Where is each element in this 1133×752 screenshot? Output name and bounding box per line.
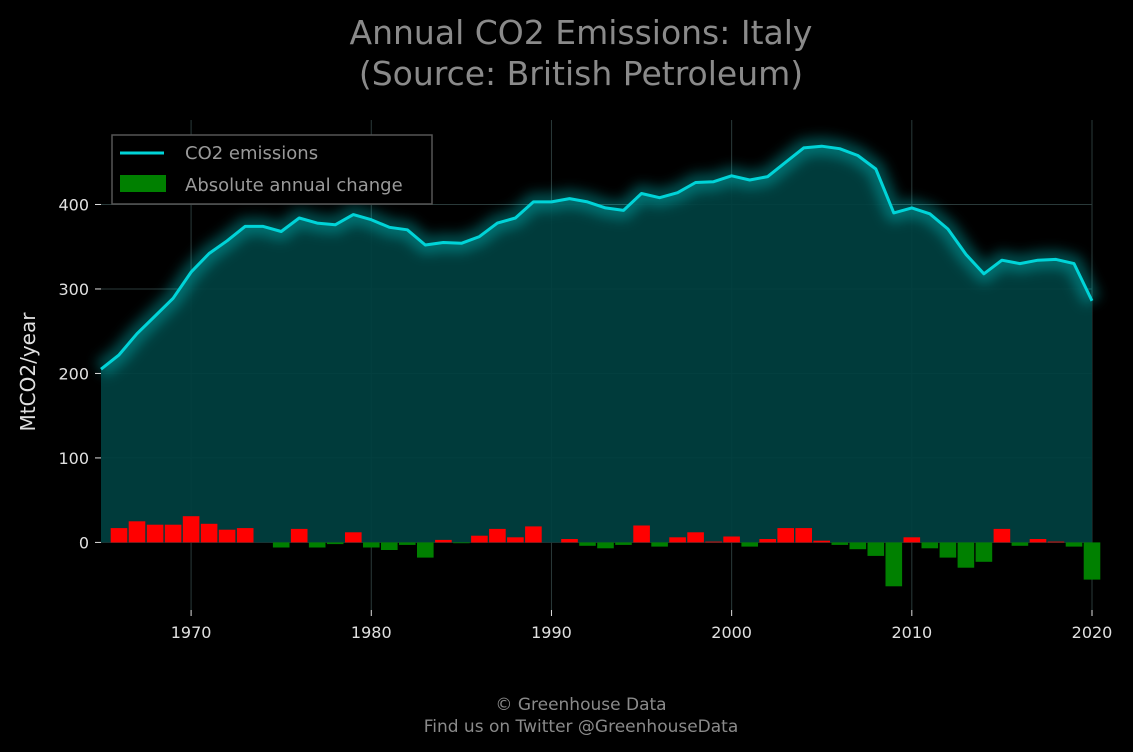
bar-1987 xyxy=(489,528,506,543)
legend-box xyxy=(111,134,433,205)
emissions-area xyxy=(101,146,1092,543)
bar-1970 xyxy=(182,516,200,543)
bar-2010 xyxy=(903,537,921,543)
footer: © Greenhouse Data Find us on Twitter @Gr… xyxy=(424,695,739,737)
bar-1986 xyxy=(471,535,488,543)
legend-label-co2-emissions: CO2 emissions xyxy=(185,143,318,164)
footer-twitter: Find us on Twitter @GreenhouseData xyxy=(424,717,739,737)
x-axis-ticks: 1970 1980 1990 2000 2010 2020 xyxy=(171,610,1113,642)
bar-1971 xyxy=(200,523,218,543)
bar-1977 xyxy=(308,542,326,548)
bar-1993 xyxy=(597,542,614,549)
bar-1975 xyxy=(272,542,290,548)
bar-2006 xyxy=(831,542,849,545)
y-tick-label-400: 400 xyxy=(58,195,89,214)
footer-copyright: © Greenhouse Data xyxy=(495,695,666,715)
legend-label-annual-change: Absolute annual change xyxy=(185,175,403,196)
x-tick-label-2010: 2010 xyxy=(891,623,932,642)
bar-1996 xyxy=(651,542,668,547)
bar-2009 xyxy=(885,542,903,587)
chart-title: Annual CO2 Emissions: Italy (Source: Bri… xyxy=(350,13,813,93)
emissions-line-group xyxy=(95,137,1101,377)
chart-title-line-1: Annual CO2 Emissions: Italy xyxy=(350,13,813,52)
bar-2003 xyxy=(777,528,794,543)
bar-1995 xyxy=(633,525,650,543)
x-tick-label-2000: 2000 xyxy=(711,623,752,642)
bar-1994 xyxy=(615,542,632,545)
x-tick-label-1990: 1990 xyxy=(531,623,572,642)
y-tick-label-100: 100 xyxy=(58,449,89,468)
bar-1997 xyxy=(669,537,686,543)
bar-2004 xyxy=(795,528,812,543)
emissions-line xyxy=(100,144,1094,371)
y-tick-label-200: 200 xyxy=(58,364,89,383)
bar-1973 xyxy=(236,528,254,543)
bar-1989 xyxy=(525,526,542,543)
bar-2018 xyxy=(1047,541,1065,543)
y-tick-label-0: 0 xyxy=(79,533,89,552)
emissions-area-fill xyxy=(101,146,1092,543)
bar-2016 xyxy=(1011,542,1029,546)
bar-2012 xyxy=(939,542,957,558)
x-tick-label-1980: 1980 xyxy=(351,623,392,642)
bar-2020 xyxy=(1083,542,1101,580)
bar-1976 xyxy=(290,528,308,543)
bar-2001 xyxy=(741,542,758,547)
bar-1978 xyxy=(326,542,344,545)
bar-1985 xyxy=(453,542,470,544)
bar-2013 xyxy=(957,542,975,568)
bar-1988 xyxy=(507,537,524,543)
bar-1972 xyxy=(218,529,236,543)
legend: CO2 emissions Absolute annual change xyxy=(111,134,433,205)
bar-1991 xyxy=(561,539,578,543)
bar-1992 xyxy=(579,542,596,546)
legend-swatch-annual-change xyxy=(120,175,166,192)
bar-2008 xyxy=(867,542,885,556)
bar-1981 xyxy=(381,542,398,550)
bar-2011 xyxy=(921,542,939,549)
y-tick-label-300: 300 xyxy=(58,280,89,299)
x-tick-label-1970: 1970 xyxy=(171,623,212,642)
y-axis-label: MtCO2/year xyxy=(16,312,40,432)
bar-1966 xyxy=(110,528,128,543)
bar-1968 xyxy=(146,524,164,543)
bar-1983 xyxy=(417,542,434,558)
bar-1980 xyxy=(363,542,380,548)
bar-2000 xyxy=(723,536,740,543)
x-tick-label-2020: 2020 xyxy=(1072,623,1113,642)
bar-2002 xyxy=(759,539,776,543)
bar-1999 xyxy=(705,541,722,543)
annual-change-bars xyxy=(110,516,1101,587)
bar-2015 xyxy=(993,528,1011,543)
bar-1967 xyxy=(128,521,146,543)
bar-1998 xyxy=(687,532,704,543)
bar-1982 xyxy=(399,542,416,545)
bar-1969 xyxy=(164,524,182,543)
bar-2014 xyxy=(975,542,993,562)
bar-1984 xyxy=(435,539,452,543)
chart-title-line-2: (Source: British Petroleum) xyxy=(359,54,803,93)
y-axis-ticks: 0 100 200 300 400 xyxy=(58,195,101,552)
bar-2005 xyxy=(813,540,830,543)
bar-2019 xyxy=(1065,542,1083,547)
bar-2017 xyxy=(1029,539,1047,543)
bar-2007 xyxy=(849,542,867,550)
bar-1979 xyxy=(345,532,362,543)
